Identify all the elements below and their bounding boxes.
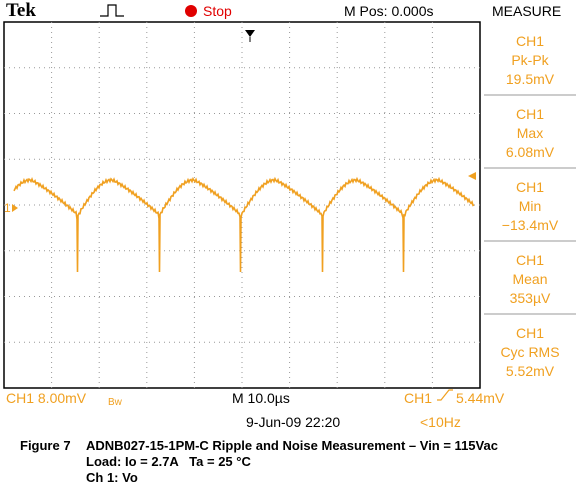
measure-channel: CH1 bbox=[515, 179, 544, 195]
measure-value: 6.08mV bbox=[505, 144, 555, 160]
bandwidth: Bw bbox=[108, 397, 122, 408]
measure-value: 19.5mV bbox=[505, 71, 555, 87]
caption-line3: Ch 1: Vo bbox=[86, 470, 138, 485]
channel-marker bbox=[12, 204, 18, 212]
measure-name: Min bbox=[518, 198, 542, 214]
slope-icon bbox=[437, 389, 453, 401]
timebase: M 10.0µs bbox=[232, 390, 290, 406]
frequency: <10Hz bbox=[420, 414, 461, 430]
measure-name: Mean bbox=[512, 271, 548, 287]
caption-figure: Figure 7 bbox=[20, 438, 71, 453]
measure-name: Max bbox=[516, 125, 544, 141]
measure-name: Cyc RMS bbox=[500, 344, 560, 360]
measure-name: Pk-Pk bbox=[511, 52, 549, 68]
channel-marker-label: 1 bbox=[4, 201, 11, 215]
measure-value: 5.52mV bbox=[505, 363, 555, 379]
measure-channel: CH1 bbox=[515, 325, 544, 341]
date: 9-Jun-09 22:20 bbox=[246, 414, 341, 430]
brand: Tek bbox=[6, 0, 36, 21]
measure-channel: CH1 bbox=[515, 33, 544, 49]
waveform bbox=[13, 176, 475, 273]
stop-icon bbox=[185, 5, 197, 17]
time-marker bbox=[245, 30, 255, 42]
channel-scale: CH1 8.00mV bbox=[6, 390, 87, 406]
trigger-channel: CH1 bbox=[404, 390, 433, 406]
caption-line2: Load: Io = 2.7A Ta = 25 °C bbox=[86, 454, 251, 469]
grid bbox=[4, 22, 480, 388]
caption-title: ADNB027-15-1PM-C Ripple and Noise Measur… bbox=[86, 438, 498, 453]
measure-separators bbox=[484, 94, 576, 315]
trigger-marker bbox=[468, 172, 476, 180]
trigger-level: 5.44mV bbox=[456, 390, 505, 406]
screen bbox=[3, 4, 576, 401]
menu: MEASURE bbox=[492, 3, 562, 19]
position: M Pos: 0.000s bbox=[344, 3, 434, 19]
measure-value: 353µV bbox=[509, 290, 551, 306]
measure-channel: CH1 bbox=[515, 252, 544, 268]
status: Stop bbox=[203, 3, 232, 19]
measure-channel: CH1 bbox=[515, 106, 544, 122]
measure-value: −13.4mV bbox=[501, 217, 559, 233]
trigger-icon bbox=[100, 4, 124, 17]
